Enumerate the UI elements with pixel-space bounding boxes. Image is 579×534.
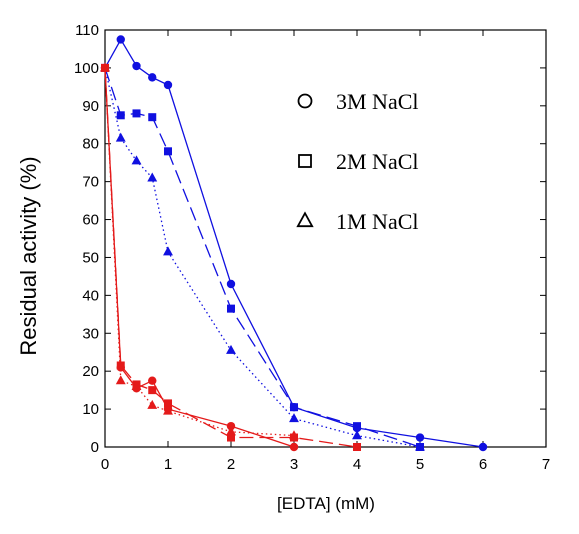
y-tick-label: 80 <box>82 136 99 153</box>
series-red-triangle <box>100 62 299 440</box>
x-tick-label: 6 <box>479 456 487 473</box>
data-point-triangle <box>115 375 126 385</box>
y-tick-label: 40 <box>82 287 99 304</box>
data-point-square <box>353 422 361 431</box>
data-point-triangle <box>147 172 158 182</box>
legend-label: 2M NaCl <box>336 149 419 174</box>
x-tick-label: 4 <box>353 456 361 473</box>
data-point-circle <box>289 442 299 452</box>
y-tick-label: 90 <box>82 98 99 115</box>
legend-circle-icon <box>297 93 313 109</box>
data-point-square <box>290 403 298 412</box>
data-point-circle <box>132 61 141 71</box>
data-point-triangle <box>289 430 299 440</box>
y-tick-label: 30 <box>82 325 99 342</box>
data-point-circle <box>478 442 488 452</box>
data-point-triangle <box>163 405 173 415</box>
series-line <box>104 67 358 448</box>
x-tick-label: 1 <box>164 456 172 473</box>
data-point-square <box>116 361 125 370</box>
x-tick-label: 5 <box>416 456 424 473</box>
series-line <box>104 67 295 437</box>
y-tick-label: 110 <box>75 22 99 39</box>
data-point-square <box>164 399 172 408</box>
data-point-circle <box>226 279 236 289</box>
data-point-triangle <box>115 132 126 142</box>
data-point-triangle <box>352 430 362 440</box>
series-layer <box>100 35 488 452</box>
series-red-circle <box>100 63 299 452</box>
series-red-square <box>101 63 361 451</box>
plot-area <box>104 29 547 448</box>
y-tick-label: 0 <box>91 439 99 456</box>
y-tick-label: 60 <box>82 212 99 229</box>
data-point-square <box>353 443 361 451</box>
data-point-square <box>148 113 157 122</box>
data-point-triangle <box>100 62 110 72</box>
data-point-triangle <box>226 344 236 354</box>
y-tick-label: 10 <box>82 401 99 418</box>
legend: 3M NaCl 2M NaCl 1M NaCl <box>296 89 419 234</box>
data-point-triangle <box>147 399 158 409</box>
data-point-triangle <box>131 380 142 390</box>
x-tick-label: 2 <box>227 456 235 473</box>
y-tick-label: 50 <box>82 249 99 266</box>
data-point-circle <box>226 421 236 431</box>
series-line <box>104 38 484 448</box>
legend-triangle-icon <box>296 211 314 228</box>
data-point-triangle <box>131 155 142 165</box>
data-point-triangle <box>226 426 236 436</box>
data-point-triangle <box>163 246 173 256</box>
data-point-square <box>116 111 125 120</box>
legend-square-icon <box>298 154 312 168</box>
y-axis-title: Residual activity (%) <box>16 156 41 355</box>
data-point-square <box>132 109 141 118</box>
y-tick-label: 100 <box>74 60 99 77</box>
legend-label: 1M NaCl <box>336 209 419 234</box>
y-tick-label: 20 <box>82 363 99 380</box>
x-tick-label: 7 <box>542 456 550 473</box>
data-point-circle <box>163 80 173 90</box>
data-point-square <box>148 386 157 395</box>
legend-label: 3M NaCl <box>336 89 419 114</box>
series-blue-circle <box>100 35 488 452</box>
data-point-circle <box>116 35 125 44</box>
data-point-circle <box>415 433 425 442</box>
series-line <box>104 67 421 448</box>
data-point-circle <box>148 73 157 82</box>
x-tick-label: 0 <box>101 456 109 473</box>
data-point-circle <box>148 376 157 385</box>
x-tick-label: 3 <box>290 456 298 473</box>
x-axis-title: [EDTA] (mM) <box>277 494 375 513</box>
y-tick-label: 70 <box>82 174 99 191</box>
data-point-square <box>164 147 172 156</box>
plot-frame <box>104 29 547 448</box>
axes: 0 10 20 30 40 50 60 70 80 90 100 110 0 1 2 3 4 5 6 7 <box>74 22 550 473</box>
data-point-triangle <box>415 441 425 451</box>
data-point-square <box>227 433 235 442</box>
data-point-square <box>227 304 235 313</box>
data-point-triangle <box>289 413 299 423</box>
